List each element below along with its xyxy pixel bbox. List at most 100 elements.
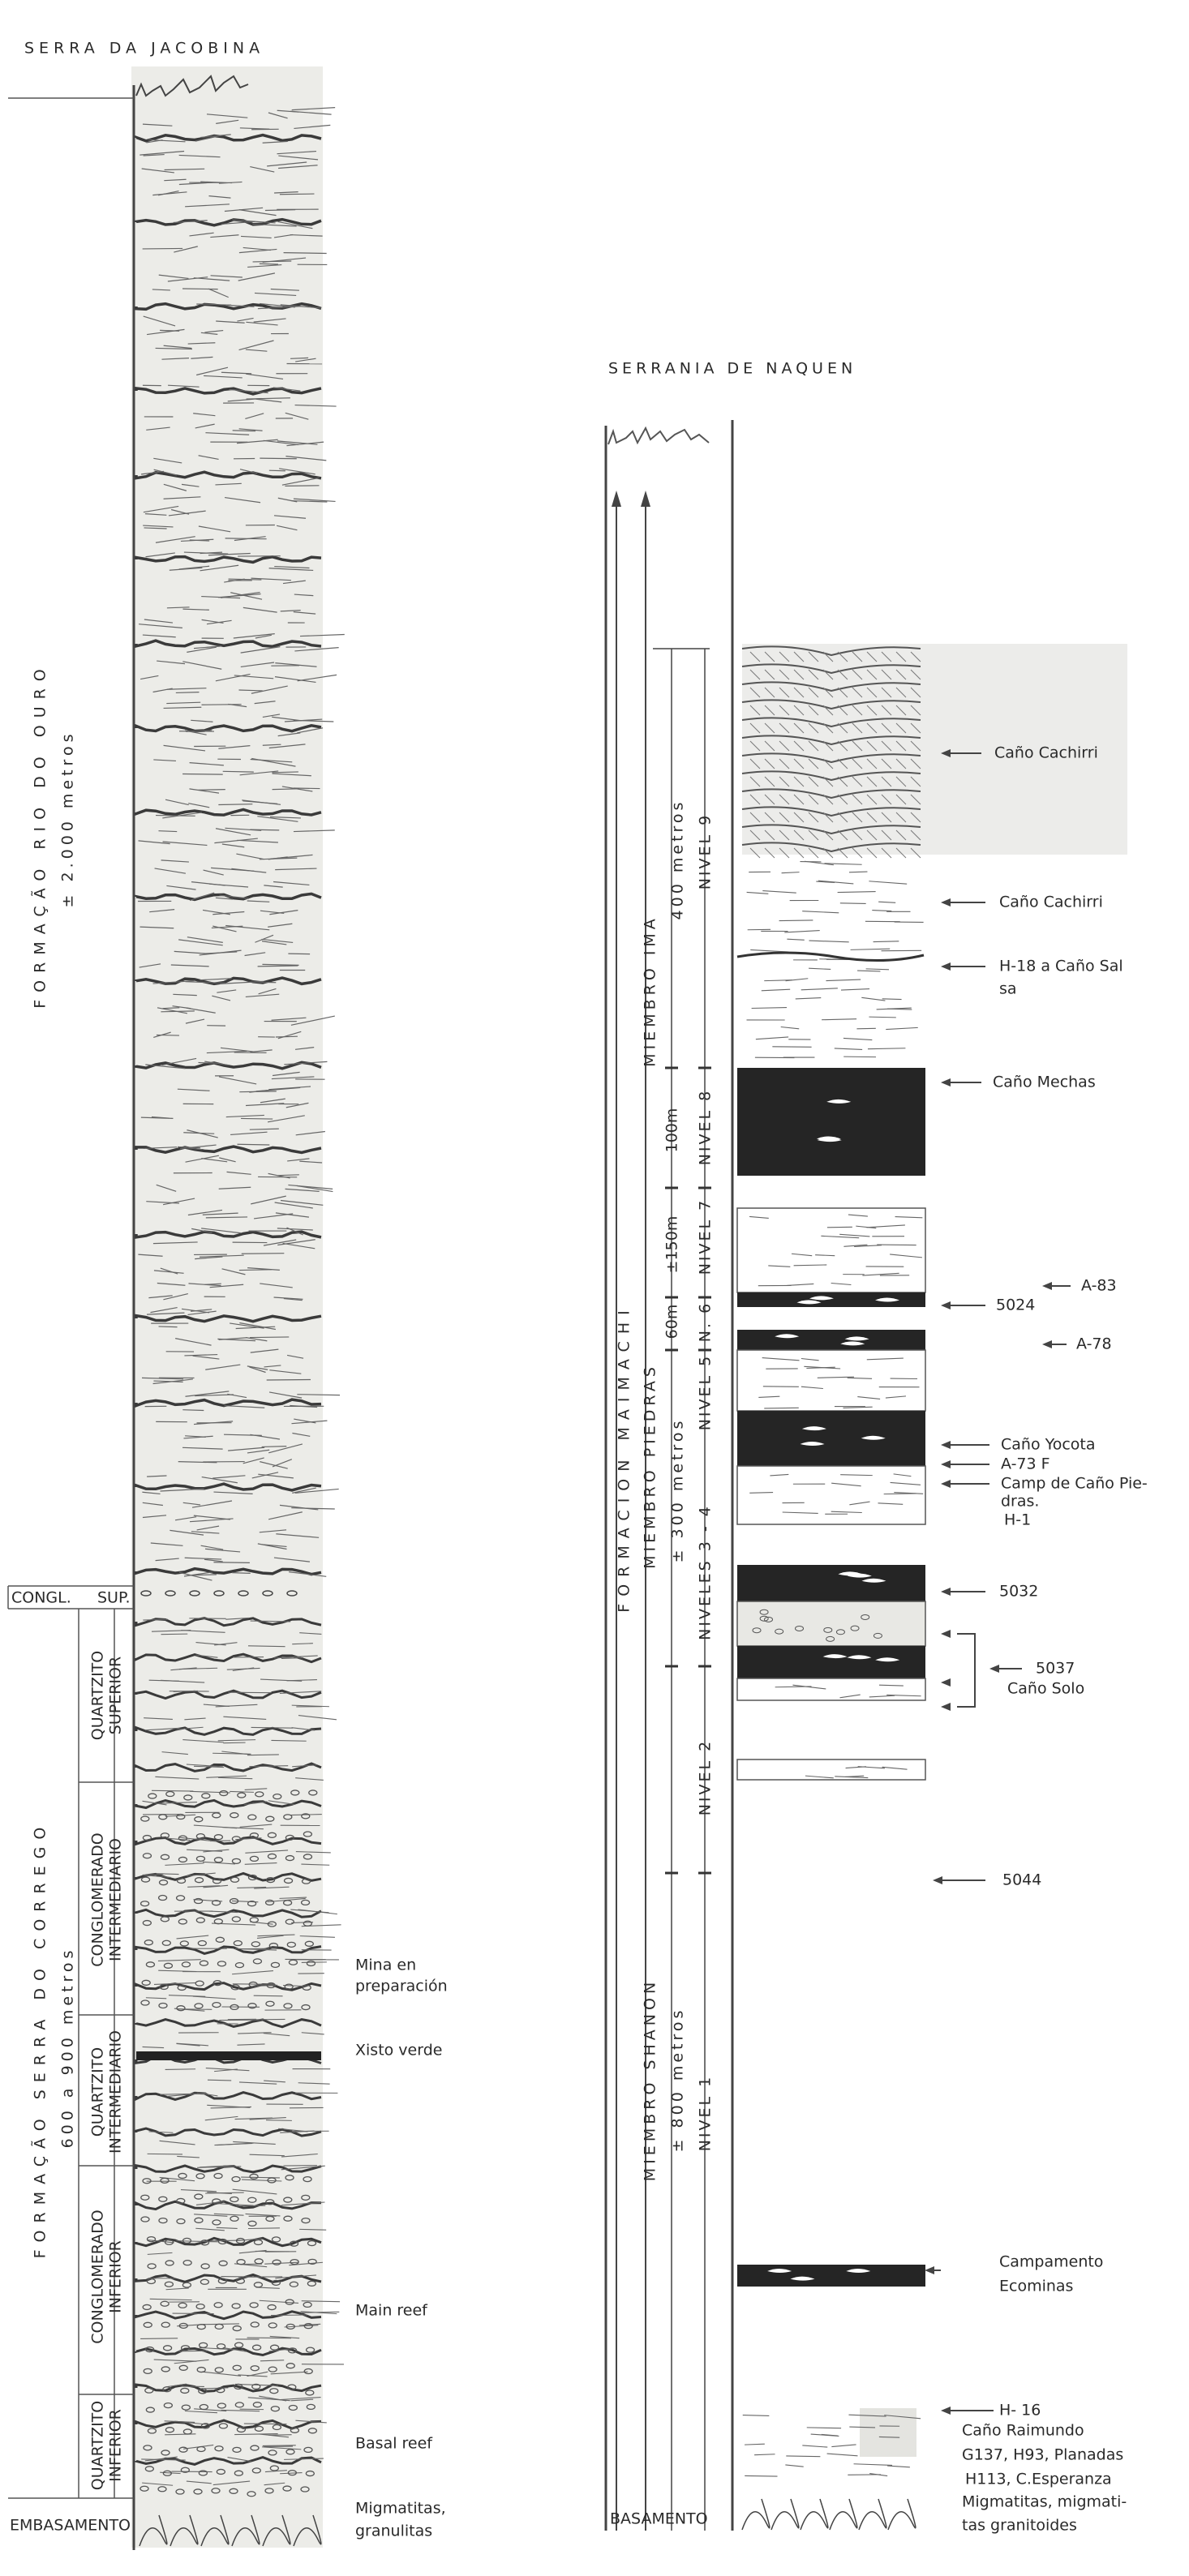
stroke [195,423,215,429]
pebble [231,2175,241,2183]
cross-lamina [822,812,834,823]
lens [800,1441,825,1446]
stroke [270,2371,308,2375]
stroke [264,885,283,888]
stroke [273,1655,318,1659]
pebble [144,2346,155,2353]
cross-lamina [881,740,892,752]
stroke [273,1557,311,1562]
lens [861,1578,886,1583]
stroke [171,2471,212,2473]
stroke [170,1667,197,1671]
dark-bed [737,2265,925,2287]
stroke [831,1482,861,1487]
stroke [269,910,298,915]
stroke [243,1457,264,1464]
stroke [221,1268,246,1275]
pebble [301,2194,311,2201]
pebble [229,2488,238,2494]
stroke [294,404,337,407]
stroke [193,413,216,417]
unit-label: INTERMEDIARIO [107,1838,125,1961]
stroke [279,1897,307,1899]
stroke [185,204,230,208]
stroke [225,1617,249,1620]
stroke [886,1027,918,1031]
pointer-head [941,1703,951,1711]
stroke [143,1874,171,1878]
cross-lamina [764,705,775,716]
pebble [285,2299,294,2305]
pebble [307,2258,317,2265]
pebble [247,1901,257,1907]
stroke [280,304,321,309]
stroke [279,468,315,475]
stroke [809,940,849,943]
stroke [186,1872,216,1877]
stroke [288,1184,333,1189]
pebble [265,2199,275,2205]
annotation: H-1 [1004,1511,1031,1529]
dark-bed [737,1411,925,1466]
stroke [159,2140,195,2145]
annotation: Migmatitas, [355,2500,446,2518]
stroke [151,1116,170,1119]
cross-lamina [910,847,921,859]
pebble [290,2258,299,2265]
pebble [234,2402,244,2408]
bedding [135,639,322,649]
stroke [236,853,264,860]
stroke [224,207,264,212]
stroke [267,161,307,167]
stroke [762,1357,800,1361]
stroke [262,2445,296,2446]
bed-box [736,1601,926,1647]
stroke [233,633,275,639]
stroke [795,997,822,1000]
stroke [218,181,243,184]
stroke [162,841,208,847]
stroke [281,2153,318,2158]
stroke [264,2470,287,2473]
pebble [182,2237,192,2244]
pebble [285,2323,295,2330]
stroke [221,2409,260,2412]
arrow-head [641,491,650,507]
stroke [792,1684,826,1690]
pebble [251,2383,261,2390]
pebble [197,1940,207,1947]
pebble [199,1960,209,1966]
pebble [143,2321,152,2328]
level-label: NIVEL 5 [697,1354,715,1431]
stroke [251,1726,294,1729]
shaded-block [742,644,1127,855]
cross-lamina [808,758,819,769]
stroke [279,1504,319,1511]
shaded-block [860,2408,916,2457]
stroke [238,272,276,281]
pebble [249,1917,259,1923]
stroke [805,1775,834,1779]
cross-lamina [837,722,848,734]
stroke [271,1076,315,1080]
bed-box [736,1465,926,1525]
stroke [214,838,258,844]
cross-lamina [749,758,761,769]
stroke [887,2465,910,2468]
stroke [259,2395,287,2402]
cross-lamina [837,705,848,716]
pebble [247,1814,257,1820]
cross-lamina [910,722,921,734]
stroke [213,1562,250,1563]
stroke [298,1909,337,1915]
pebble [176,2197,186,2205]
cross-lamina [808,705,819,716]
pebble [142,2178,152,2184]
pebble [835,1629,845,1635]
stroke [165,2068,196,2070]
pebble [216,2343,226,2350]
bedding [135,1145,322,1155]
annotation: Caño Cachirri [994,744,1098,762]
pebble [194,1877,204,1884]
pebble [287,2470,298,2476]
